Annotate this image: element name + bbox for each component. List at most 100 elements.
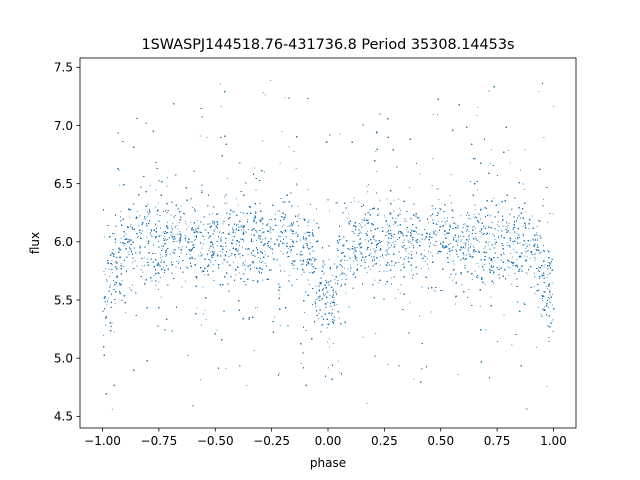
data-point <box>543 137 545 138</box>
data-point <box>345 292 347 294</box>
data-point <box>420 268 422 269</box>
data-point <box>218 213 219 215</box>
data-point <box>180 205 182 207</box>
data-point <box>439 207 440 209</box>
data-point <box>235 243 237 245</box>
data-point <box>114 238 116 239</box>
data-point <box>356 257 357 258</box>
data-point <box>203 274 205 276</box>
data-point <box>120 211 122 212</box>
data-point <box>530 251 532 253</box>
data-point <box>212 242 213 244</box>
data-point <box>144 265 145 267</box>
data-point <box>547 306 549 308</box>
data-point <box>379 199 381 201</box>
data-point <box>367 191 369 193</box>
data-point <box>370 253 372 255</box>
data-point <box>517 227 519 229</box>
data-point <box>276 210 278 212</box>
data-point <box>350 264 351 266</box>
data-point <box>149 184 151 186</box>
data-point <box>304 232 306 234</box>
data-point <box>547 274 549 276</box>
data-point <box>160 235 162 237</box>
data-point <box>551 320 553 322</box>
data-point <box>188 258 190 260</box>
data-point <box>322 267 324 269</box>
data-point <box>458 235 459 237</box>
data-point <box>360 246 361 248</box>
data-point <box>547 249 548 251</box>
data-point <box>513 243 514 245</box>
data-points <box>102 80 555 410</box>
data-point <box>424 260 426 262</box>
data-point <box>190 221 192 223</box>
data-point <box>288 275 290 276</box>
data-point <box>176 234 178 236</box>
data-point <box>390 277 392 279</box>
data-point <box>106 304 108 306</box>
data-point <box>425 256 427 257</box>
data-point <box>119 290 121 292</box>
data-point <box>361 222 363 224</box>
data-point <box>150 234 152 236</box>
data-point <box>526 255 528 257</box>
data-point <box>178 207 180 209</box>
data-point <box>450 174 452 175</box>
data-point <box>319 309 321 311</box>
data-point <box>214 228 216 230</box>
data-point <box>544 306 546 308</box>
data-point <box>312 232 313 233</box>
data-point <box>201 234 203 236</box>
data-point <box>346 259 348 261</box>
data-point <box>164 236 166 238</box>
data-point <box>491 259 493 261</box>
data-point <box>323 288 324 289</box>
data-point <box>234 211 236 213</box>
data-point <box>487 244 489 246</box>
data-point <box>350 202 352 203</box>
data-point <box>462 232 464 234</box>
data-point <box>253 267 255 269</box>
data-point <box>122 266 124 267</box>
data-point <box>416 231 417 233</box>
data-point <box>389 224 390 226</box>
data-point <box>493 273 494 275</box>
data-point <box>514 251 516 253</box>
data-point <box>103 335 105 336</box>
data-point <box>343 267 345 269</box>
data-point <box>393 236 395 238</box>
data-point <box>262 92 264 94</box>
data-point <box>318 312 320 314</box>
data-point <box>397 289 399 290</box>
data-point <box>200 242 202 244</box>
data-point <box>466 214 467 216</box>
data-point <box>242 264 244 266</box>
data-point <box>316 267 318 269</box>
data-point <box>523 302 525 304</box>
data-point <box>380 249 382 250</box>
data-point <box>287 226 289 228</box>
data-point <box>304 312 306 313</box>
data-point <box>391 235 392 236</box>
data-point <box>507 224 509 226</box>
data-point <box>262 218 264 219</box>
data-point <box>345 279 347 281</box>
data-point <box>543 198 544 200</box>
data-point <box>324 303 326 305</box>
data-point <box>307 247 308 248</box>
data-point <box>488 241 490 243</box>
data-point <box>510 283 512 285</box>
data-point <box>155 206 157 208</box>
data-point <box>511 209 512 211</box>
data-point <box>438 199 440 200</box>
data-point <box>408 246 410 248</box>
data-point <box>308 219 310 221</box>
data-point <box>428 250 429 252</box>
data-point <box>307 189 309 190</box>
data-point <box>160 296 162 298</box>
data-point <box>425 237 426 239</box>
data-point <box>326 327 328 329</box>
data-point <box>203 239 205 241</box>
data-point <box>489 163 491 165</box>
